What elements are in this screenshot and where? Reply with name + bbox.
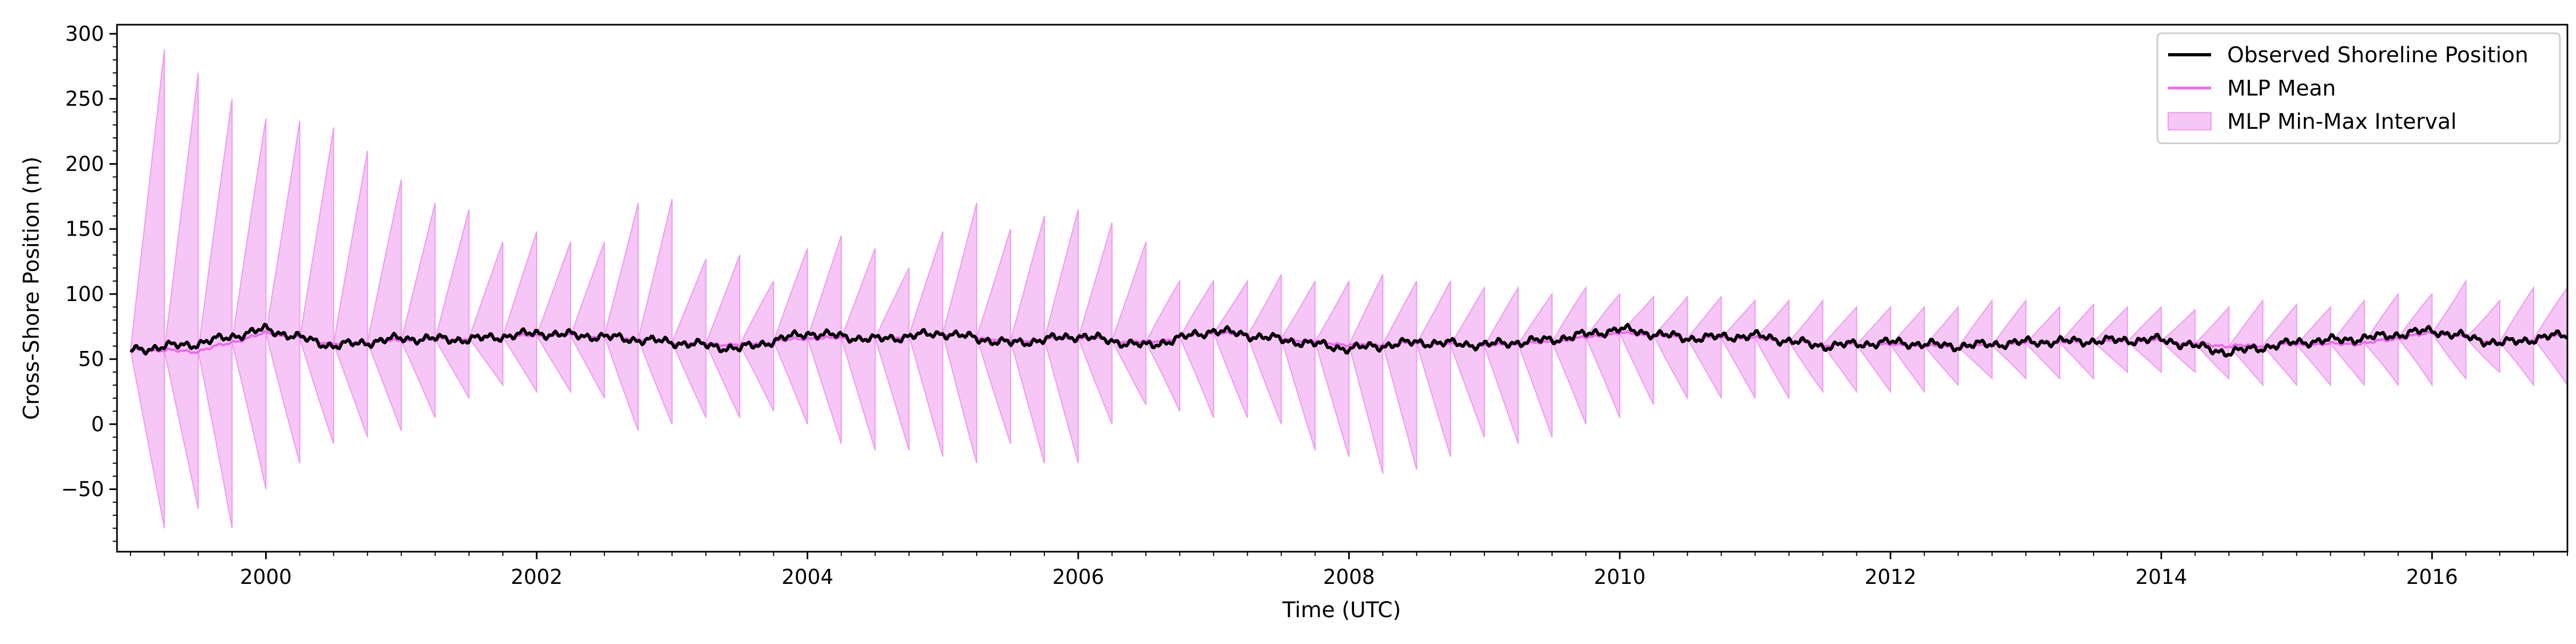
minmax-band-segment bbox=[2499, 286, 2534, 387]
legend-label-observed: Observed Shoreline Position bbox=[2227, 43, 2528, 68]
minmax-band-segment bbox=[570, 241, 605, 399]
minmax-band-segment bbox=[1314, 281, 1350, 457]
minmax-band-segment bbox=[874, 267, 910, 451]
minmax-band-segment bbox=[502, 231, 537, 394]
minmax-band-segment bbox=[2228, 298, 2264, 387]
minmax-band-segment bbox=[1348, 274, 1384, 474]
minmax-band-segment bbox=[299, 127, 334, 444]
x-tick-label: 2010 bbox=[1594, 565, 1646, 589]
minmax-band-segment bbox=[1585, 292, 1621, 418]
minmax-band-segment bbox=[434, 209, 470, 399]
minmax-band-segment bbox=[671, 259, 707, 418]
x-tick-label: 2000 bbox=[240, 565, 292, 589]
minmax-band-segment bbox=[1652, 295, 1688, 400]
legend: Observed Shoreline Position MLP Mean MLP… bbox=[2156, 32, 2561, 144]
minmax-band-segment bbox=[638, 199, 673, 425]
observed-line-layer bbox=[129, 323, 2567, 358]
minmax-band-segment bbox=[1078, 222, 1113, 425]
y-tick-label: 0 bbox=[91, 412, 104, 436]
x-tick-label: 2014 bbox=[2135, 565, 2187, 589]
minmax-band-segment bbox=[2296, 305, 2331, 387]
minmax-band-segment bbox=[1619, 295, 1655, 405]
minmax-band-segment bbox=[942, 202, 977, 464]
minmax-band-layer bbox=[130, 49, 2567, 529]
x-axis-title: Time (UTC) bbox=[1282, 598, 1401, 623]
x-tick-label: 2012 bbox=[1864, 565, 1916, 589]
minmax-band-segment bbox=[333, 151, 368, 437]
legend-label-interval: MLP Min-Max Interval bbox=[2227, 109, 2457, 134]
minmax-band-segment bbox=[1483, 286, 1519, 444]
minmax-band-segment bbox=[2397, 292, 2433, 387]
x-tick-label: 2002 bbox=[511, 565, 563, 589]
minmax-band-segment bbox=[1957, 299, 1993, 380]
legend-frame bbox=[2156, 32, 2561, 144]
minmax-band-segment bbox=[1450, 286, 1485, 437]
x-axis: 2000 2002 2004 2006 2008 2010 2012 2014 2016 bbox=[130, 552, 2568, 589]
x-tick-label: 2004 bbox=[781, 565, 833, 589]
minmax-band-segment bbox=[604, 202, 639, 431]
plot-frame bbox=[116, 24, 2568, 553]
minmax-band-segment bbox=[1179, 279, 1214, 418]
x-tick-label: 2006 bbox=[1052, 565, 1104, 589]
y-tick-label: −50 bbox=[61, 478, 104, 501]
minmax-band-segment bbox=[1856, 305, 1891, 393]
minmax-band-segment bbox=[2194, 305, 2230, 380]
y-tick-label: 250 bbox=[65, 87, 104, 111]
minmax-band-segment bbox=[1687, 295, 1722, 399]
y-tick-label: 150 bbox=[65, 217, 104, 241]
observed-shoreline-line bbox=[129, 323, 2567, 358]
minmax-band-segment bbox=[840, 248, 876, 451]
y-tick-label: 50 bbox=[78, 347, 104, 371]
legend-label-mean: MLP Mean bbox=[2227, 76, 2336, 101]
y-tick-label: 100 bbox=[65, 282, 104, 306]
minmax-band-segment bbox=[1145, 279, 1181, 412]
legend-swatch-interval bbox=[2168, 112, 2212, 130]
minmax-band-segment bbox=[1280, 281, 1316, 451]
minmax-band-segment bbox=[468, 241, 503, 387]
minmax-band-segment bbox=[908, 231, 943, 457]
minmax-band-segment bbox=[2465, 299, 2500, 374]
y-tick-label: 300 bbox=[65, 22, 104, 46]
minmax-band-segment bbox=[2431, 279, 2467, 380]
minmax-band-segment bbox=[1213, 279, 1248, 418]
minmax-band-segment bbox=[1822, 305, 1857, 393]
y-axis-title: Cross-Shore Position (m) bbox=[19, 157, 44, 420]
minmax-band-segment bbox=[367, 179, 402, 431]
minmax-band-segment bbox=[231, 118, 267, 489]
minmax-band-segment bbox=[1247, 274, 1282, 425]
minmax-band-segment bbox=[400, 202, 436, 418]
minmax-band-segment bbox=[130, 49, 165, 529]
x-tick-label: 2008 bbox=[1323, 565, 1375, 589]
minmax-band-segment bbox=[197, 99, 233, 529]
minmax-band-segment bbox=[265, 121, 301, 464]
minmax-band-segment bbox=[164, 72, 199, 509]
minmax-band-segment bbox=[976, 229, 1011, 444]
minmax-band-segment bbox=[1721, 299, 1756, 399]
y-tick-label: 200 bbox=[65, 152, 104, 175]
minmax-band-segment bbox=[705, 254, 741, 418]
minmax-band-segment bbox=[2160, 308, 2196, 374]
minmax-band-segment bbox=[536, 241, 572, 394]
minmax-band-segment bbox=[1111, 241, 1147, 405]
minmax-band-segment bbox=[1382, 281, 1417, 470]
y-axis: −50 0 50 100 150 200 250 300 bbox=[61, 22, 117, 542]
minmax-band-segment bbox=[1517, 292, 1553, 437]
minmax-band-segment bbox=[1416, 281, 1451, 457]
minmax-band-segment bbox=[1754, 299, 1790, 400]
minmax-band-segment bbox=[1551, 286, 1587, 425]
x-tick-label: 2016 bbox=[2406, 565, 2458, 589]
